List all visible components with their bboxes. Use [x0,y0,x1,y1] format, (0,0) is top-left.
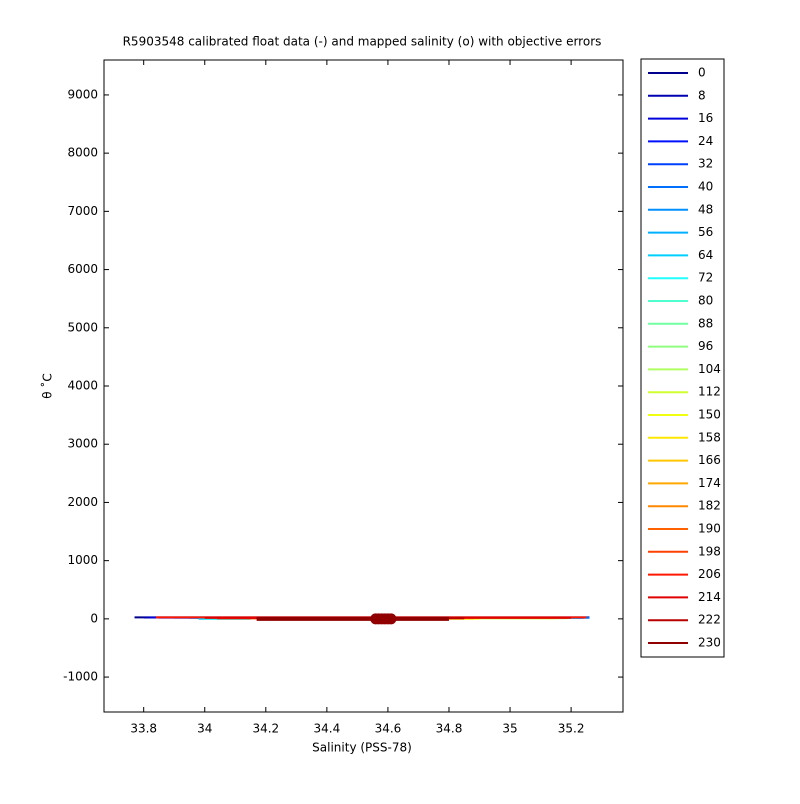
y-tick-label: 9000 [67,87,98,101]
legend-label: 166 [698,453,721,467]
x-tick-label: 35.2 [558,722,585,736]
y-tick-label: 7000 [67,204,98,218]
legend-label: 150 [698,408,721,422]
y-tick-label: 8000 [67,146,98,160]
y-axis-label: θ ˚C [40,373,55,399]
legend-label: 112 [698,385,721,399]
legend-label: 214 [698,590,721,604]
legend-label: 182 [698,499,721,513]
y-tick-label: 3000 [67,437,98,451]
chart-title: R5903548 calibrated float data (-) and m… [123,35,602,49]
legend-label: 0 [698,66,706,80]
x-tick-label: 34 [197,722,212,736]
legend-label: 198 [698,544,721,558]
legend-label: 8 [698,88,706,102]
y-tick-label: -1000 [63,670,98,684]
x-tick-label: 34.4 [314,722,341,736]
x-tick-label: 34.8 [436,722,463,736]
legend-label: 158 [698,430,721,444]
y-tick-label: 0 [90,611,98,625]
legend-label: 64 [698,248,713,262]
y-tick-label: 5000 [67,320,98,334]
y-tick-label: 2000 [67,495,98,509]
mapped-marker [385,613,397,625]
plot-area [103,59,624,713]
legend-label: 206 [698,567,721,581]
legend-label: 174 [698,476,721,490]
x-tick-label: 35 [502,722,517,736]
y-tick-label: 6000 [67,262,98,276]
legend-label: 32 [698,157,713,171]
legend-label: 24 [698,134,713,148]
legend-label: 80 [698,294,713,308]
legend-label: 72 [698,271,713,285]
y-tick-label: 1000 [67,553,98,567]
legend-label: 190 [698,522,721,536]
legend-label: 230 [698,636,721,650]
legend-label: 222 [698,613,721,627]
legend [640,58,725,658]
legend-label: 16 [698,111,713,125]
x-tick-label: 34.2 [252,722,279,736]
y-tick-label: 4000 [67,379,98,393]
x-tick-label: 34.6 [375,722,402,736]
x-axis-label: Salinity (PSS-78) [312,741,412,755]
x-tick-label: 33.8 [130,722,157,736]
legend-label: 40 [698,180,713,194]
legend-label: 88 [698,316,713,330]
legend-label: 96 [698,339,713,353]
legend-label: 56 [698,225,713,239]
legend-label: 104 [698,362,721,376]
legend-label: 48 [698,202,713,216]
